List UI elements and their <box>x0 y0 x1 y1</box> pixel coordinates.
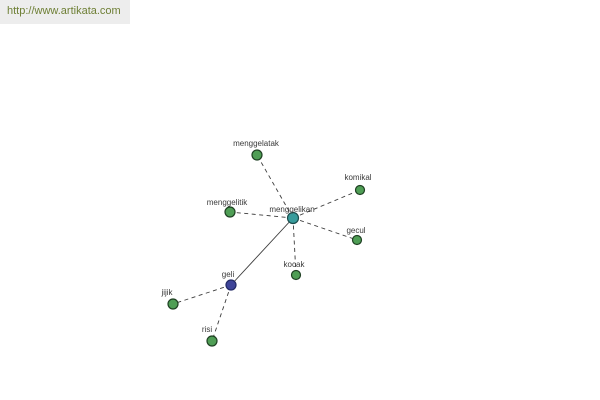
graph-node-gecul[interactable] <box>351 234 363 246</box>
edge-menggelikan-kocak <box>292 217 297 276</box>
edge-menggelikan-menggelatak <box>256 154 294 219</box>
node-label-menggelitik: menggelitik <box>207 198 248 207</box>
edge-geli-risi <box>211 284 232 342</box>
edge-geli-jijik <box>172 284 232 305</box>
node-label-kocak: kocak <box>284 260 306 269</box>
edge-menggelikan-menggelitik <box>229 211 294 219</box>
node-label-gecul: gecul <box>346 226 365 235</box>
graph-node-geli[interactable] <box>225 279 237 291</box>
edge-menggelikan-geli <box>230 217 294 286</box>
graph-node-jijik[interactable] <box>167 298 179 310</box>
node-label-menggelatak: menggelatak <box>233 139 280 148</box>
graph-node-kocak[interactable] <box>290 269 302 281</box>
graph-node-risi[interactable] <box>206 335 218 347</box>
node-label-jijik: jijik <box>160 288 173 297</box>
node-label-risi: risi <box>202 325 212 334</box>
graph-node-menggelikan[interactable] <box>286 211 300 225</box>
edge-menggelikan-gecul <box>292 217 358 241</box>
graph-node-komikal[interactable] <box>354 184 366 196</box>
graph-node-menggelitik[interactable] <box>224 206 236 218</box>
node-label-komikal: komikal <box>344 173 371 182</box>
node-label-geli: geli <box>222 270 235 279</box>
graph-node-menggelatak[interactable] <box>251 149 263 161</box>
edge-menggelikan-komikal <box>292 189 361 219</box>
url-label: http://www.artikata.com <box>0 0 130 24</box>
node-label-menggelikan: menggelikan <box>269 205 314 214</box>
